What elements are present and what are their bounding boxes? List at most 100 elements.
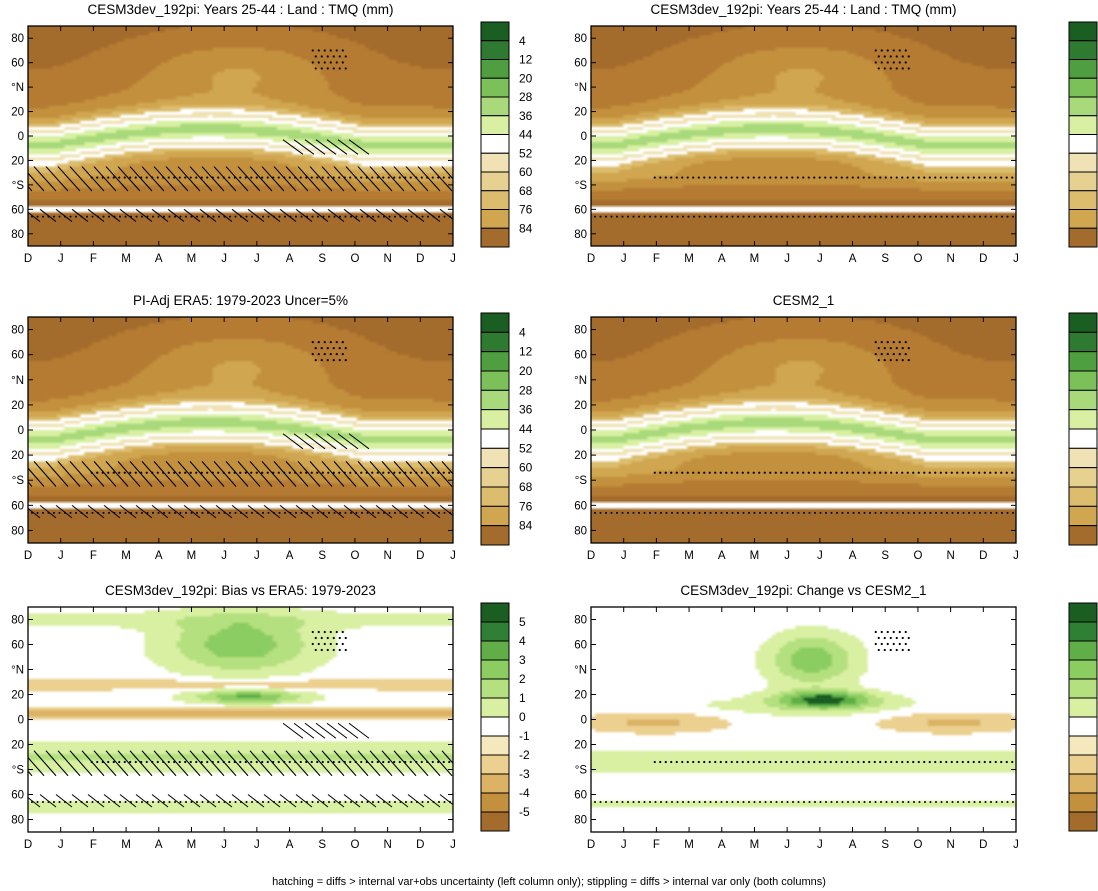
stipple-dot	[774, 176, 777, 179]
hatch-line	[55, 208, 73, 222]
stipple-dot	[726, 801, 728, 803]
stipple-dot	[851, 176, 854, 179]
colorbar-label: 28	[519, 90, 533, 104]
stipple-dot	[163, 215, 165, 218]
hatch-line	[295, 208, 313, 222]
y-tick-label: 0	[18, 131, 24, 143]
hatch-line	[369, 166, 393, 192]
y-tick-label: 20	[11, 155, 24, 167]
stipple-dot	[410, 801, 413, 803]
stipple-dot	[879, 471, 882, 474]
hatch-line	[359, 794, 377, 808]
stipple-dot	[892, 341, 895, 344]
stipple-dot	[427, 215, 429, 218]
stipple-dot	[906, 471, 909, 474]
stipple-dot	[228, 471, 231, 474]
stipple-dot	[781, 511, 783, 514]
stipple-dot	[898, 49, 901, 52]
stipple-dot	[715, 511, 717, 514]
hatch-line	[441, 166, 453, 180]
stipple-dot	[774, 471, 777, 474]
stipple-dot	[355, 215, 358, 218]
stipple-dot	[912, 176, 915, 179]
stipple-dot	[802, 176, 805, 179]
stipple-dot	[830, 801, 833, 803]
hatch-line	[57, 461, 81, 487]
hatch-line	[119, 504, 137, 519]
stipple-dot	[840, 176, 843, 179]
stipple-dot	[692, 471, 695, 474]
stipple-dot	[173, 471, 176, 474]
stipple-dot	[885, 801, 888, 803]
stipple-dot	[737, 215, 739, 218]
colorbar: 5 4 3 2 1 0 -1 -2 -3 -4 -5	[480, 602, 530, 832]
stipple-dot	[978, 176, 981, 179]
panel-p6: CESM3dev_192pi: Change vs CESM2_1 D J F M A M J…	[574, 583, 1098, 851]
stipple-dot	[895, 648, 898, 652]
x-tick-label: O	[350, 253, 359, 265]
stipple-dot	[880, 215, 882, 218]
hatch-line	[343, 208, 361, 222]
hatch-line	[87, 794, 105, 808]
stipple-dot	[885, 511, 888, 514]
stipple-dot	[255, 176, 258, 179]
stipple-dot	[874, 353, 877, 356]
hatch-line	[71, 208, 89, 222]
stipple-dot	[898, 341, 901, 344]
stipple-dot	[785, 760, 788, 764]
stipple-dot	[818, 471, 821, 474]
hatch-line	[263, 504, 281, 519]
stipple-dot	[904, 341, 907, 344]
stipple-dot	[399, 801, 402, 803]
stipple-dot	[179, 511, 182, 514]
stipple-dot	[211, 176, 214, 179]
stipple-dot	[388, 511, 391, 514]
stipple-dot	[129, 760, 132, 764]
stipple-dot	[879, 176, 882, 179]
colorbar-box	[480, 811, 510, 832]
stipple-dot	[272, 176, 275, 179]
hatch-line	[93, 750, 117, 777]
colorbar-box	[480, 134, 510, 154]
stipple-dot	[326, 636, 329, 640]
stipple-dot	[448, 176, 451, 179]
stipple-dot	[989, 176, 992, 179]
stipple-dot	[112, 471, 115, 474]
stipple-dot	[53, 801, 55, 803]
stipple-dot	[284, 215, 286, 218]
hatch-line	[129, 166, 153, 192]
stipple-dot	[880, 511, 882, 514]
stipple-dot	[807, 471, 810, 474]
stipple-dot	[101, 176, 104, 179]
stipple-dot	[323, 61, 326, 64]
stipple-dot	[857, 471, 860, 474]
hatch-line	[249, 166, 273, 192]
stipple-dot	[1001, 215, 1003, 218]
stipple-dot	[895, 760, 898, 764]
x-tick-label: A	[286, 839, 294, 851]
stipple-dot	[818, 760, 821, 764]
stipple-dot	[234, 511, 237, 514]
stipple-dot	[344, 67, 347, 70]
stipple-dot	[322, 511, 325, 514]
stipple-dot	[278, 511, 281, 514]
stipple-dot	[311, 61, 314, 64]
stipple-dot	[113, 801, 116, 803]
hatch-line	[297, 461, 321, 487]
stipple-dot	[432, 511, 435, 514]
stipple-dot	[124, 801, 127, 803]
y-tick-label: 20	[11, 690, 24, 702]
stipple-dot	[825, 511, 827, 514]
stipple-dot	[344, 801, 347, 803]
colorbar-box	[1068, 716, 1098, 737]
stipple-dot	[654, 215, 657, 218]
stipple-dot	[665, 215, 668, 218]
stipple-dot	[272, 471, 275, 474]
stipple-dot	[892, 630, 895, 634]
stipple-dot	[725, 471, 728, 474]
stipple-dot	[211, 471, 214, 474]
stipple-dot	[752, 176, 755, 179]
stipple-dot	[344, 215, 347, 218]
hatch-line	[263, 208, 281, 222]
stipple-dot	[703, 176, 706, 179]
